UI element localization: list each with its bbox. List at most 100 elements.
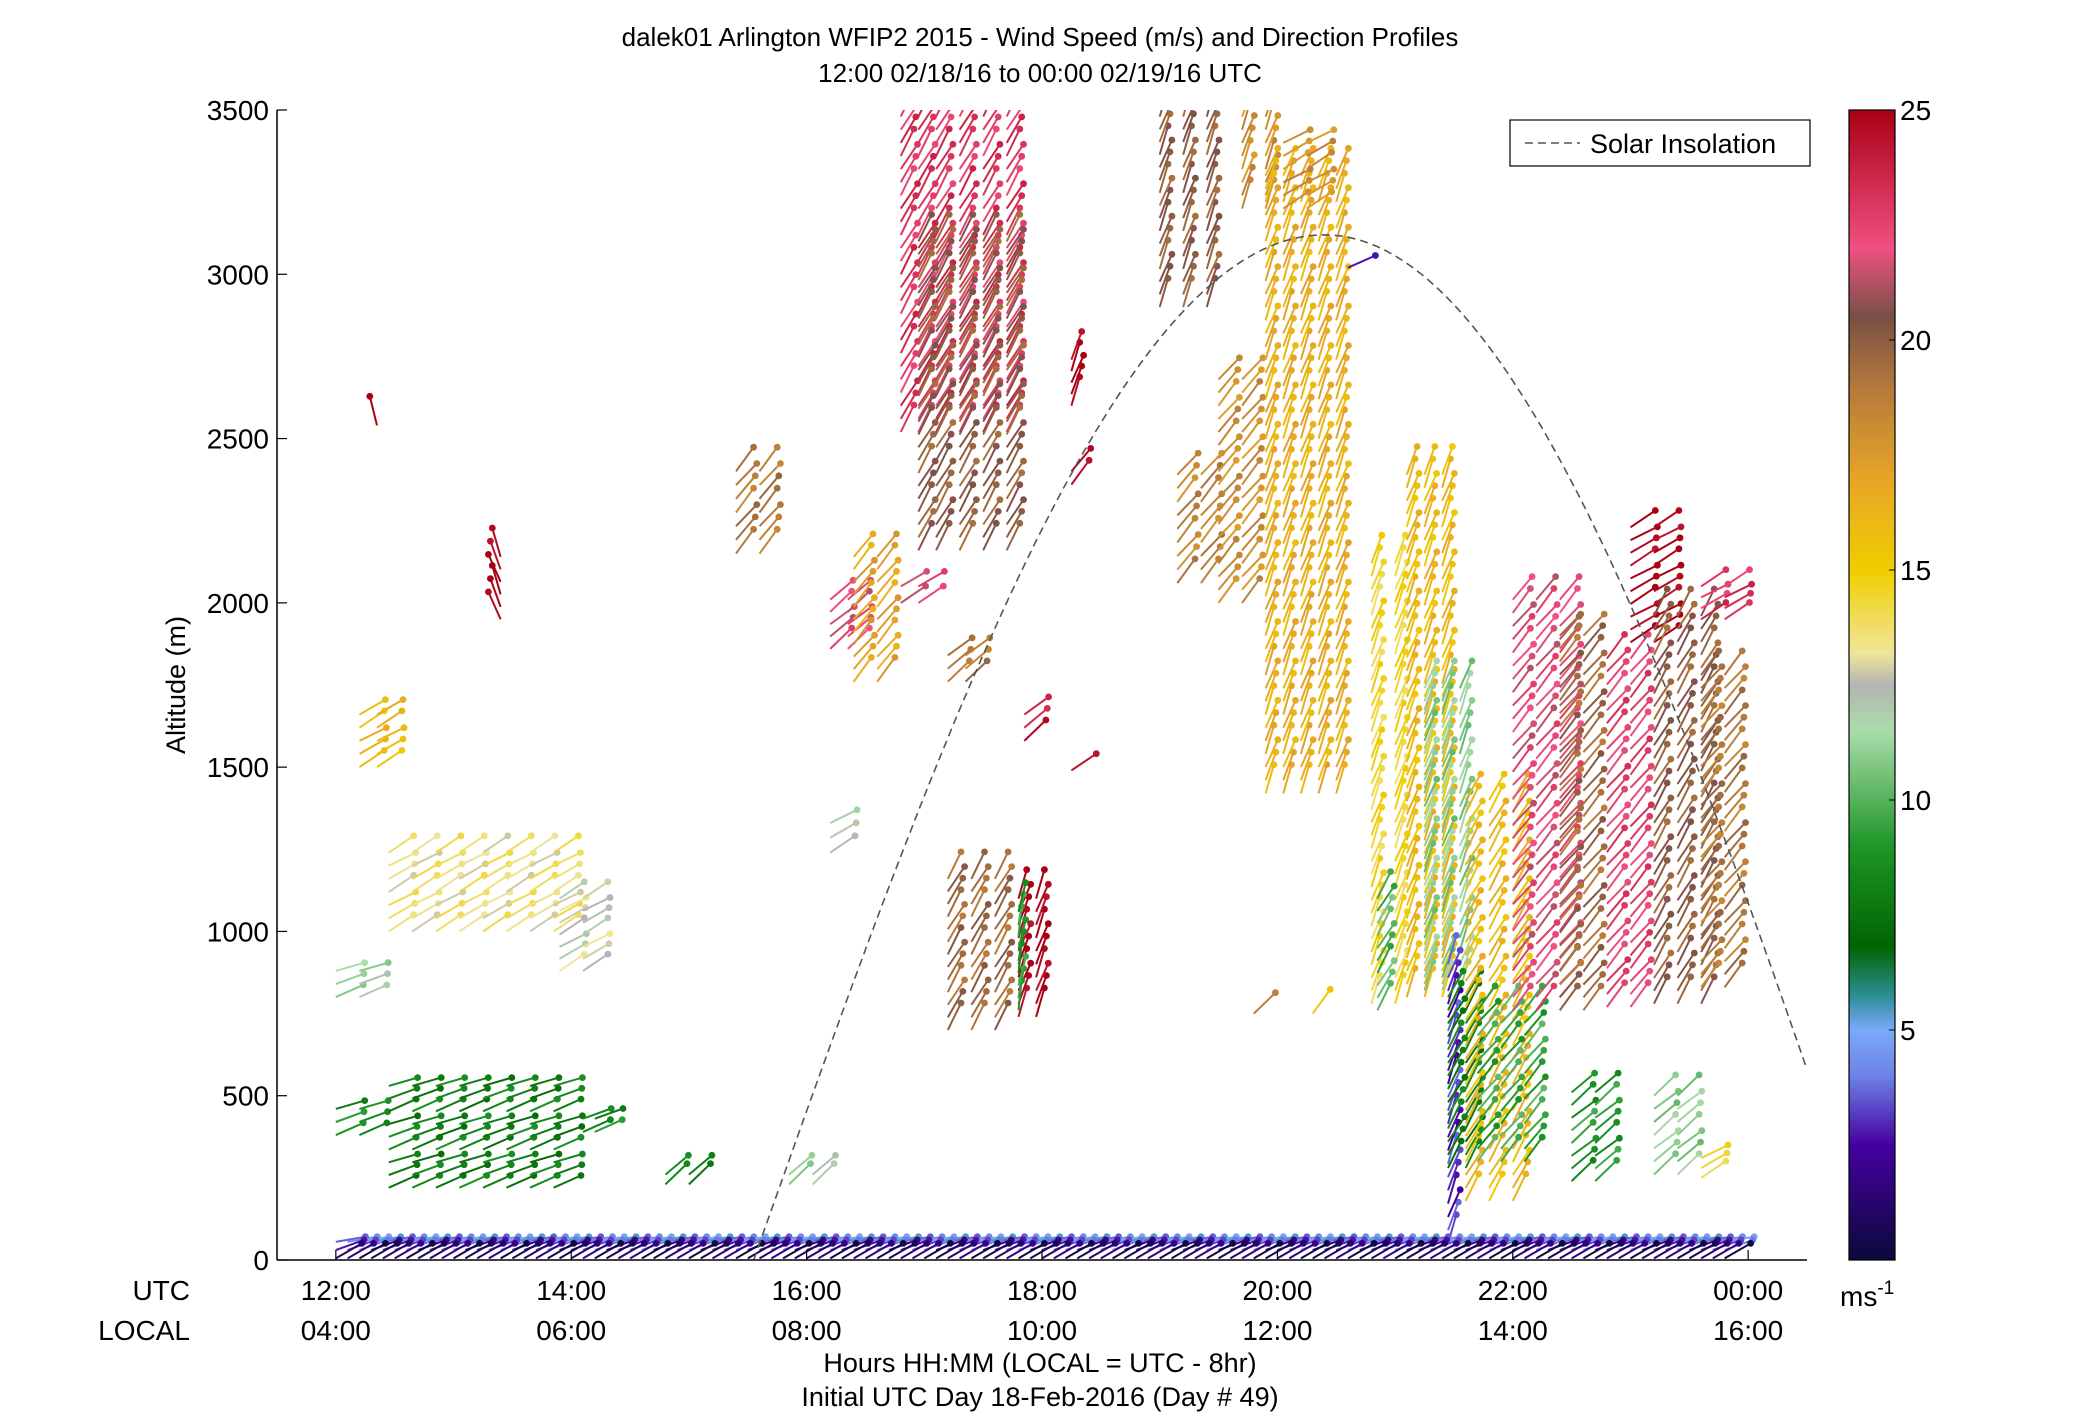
wind-barb-shaft [506, 1136, 535, 1151]
wind-barb [982, 380, 1004, 410]
wind-barb-head [1599, 661, 1607, 668]
wind-barb-head [1016, 404, 1024, 411]
wind-barb-head [1087, 445, 1095, 452]
wind-barb-head [1327, 618, 1335, 625]
wind-barb-head [983, 988, 990, 995]
wind-barb [982, 519, 1000, 551]
wind-barb-head [1236, 393, 1243, 401]
wind-barb-shaft [1005, 395, 1023, 423]
wind-barb-head [1043, 932, 1050, 940]
wind-barb-head [928, 288, 935, 296]
wind-barb-shaft [982, 344, 1001, 371]
wind-barb-shaft [876, 581, 896, 608]
wind-barb [1217, 512, 1243, 538]
wind-barb-head [1622, 851, 1630, 859]
wind-barb-head [1292, 499, 1299, 507]
wind-barb [1582, 672, 1605, 701]
wind-barb [982, 341, 1004, 371]
wind-barb-shaft [899, 234, 917, 262]
wind-barb-head [1292, 381, 1299, 389]
wind-barb-head [1309, 381, 1317, 389]
wind-barb-shaft [946, 990, 964, 1018]
wind-barb-head [1574, 585, 1581, 592]
wind-barb-shaft [1217, 436, 1241, 459]
wind-barb-head [1599, 622, 1607, 629]
wind-barb-head [992, 211, 1000, 218]
wind-barb-head [1493, 1122, 1501, 1130]
wind-barb-head [1016, 519, 1024, 527]
wind-barb-head [1591, 1145, 1598, 1153]
wind-barb-shaft [505, 874, 532, 893]
wind-barb [958, 140, 980, 170]
wind-barb-shaft [582, 917, 609, 936]
wind-barb-head [1550, 823, 1558, 831]
wind-barb-head [969, 249, 977, 257]
wind-barb [485, 551, 502, 583]
wind-barb-head [1646, 774, 1654, 781]
wind-barb-head [1004, 961, 1012, 969]
wind-barb-head [1589, 1080, 1597, 1088]
wind-barb-shaft [412, 1076, 442, 1087]
wind-barb-shaft [1182, 189, 1195, 219]
wind-barb-shaft [489, 578, 502, 608]
wind-barb-head [949, 180, 957, 188]
wind-barb-head [1380, 713, 1388, 721]
wind-barb-shaft [1594, 1121, 1618, 1144]
wind-barb-head [1600, 610, 1608, 618]
wind-barb-shaft [1158, 239, 1169, 270]
wind-barb-shaft [917, 110, 923, 118]
wind-barb-shaft [388, 1098, 417, 1113]
wind-barb-head [912, 350, 920, 357]
wind-barb-head [1193, 543, 1200, 550]
wind-barb-shaft [1182, 110, 1187, 117]
wind-barb-head [1345, 223, 1352, 231]
wind-barb-head [848, 587, 856, 595]
wind-barb-head [1621, 940, 1628, 948]
wind-barb [388, 1123, 421, 1138]
wind-barb-head [1597, 905, 1605, 912]
wind-barb-shaft [1241, 578, 1261, 604]
wind-barb [1241, 378, 1264, 407]
wind-barb [412, 1150, 445, 1164]
wind-barb-head [893, 530, 900, 538]
wind-barb [935, 457, 957, 487]
wind-barb-head [1616, 1096, 1623, 1104]
wind-barb-shaft [376, 726, 405, 742]
wind-barb [1158, 136, 1176, 168]
wind-barb-head [971, 353, 978, 361]
wind-barb-head [1449, 443, 1456, 450]
wind-barb-shaft [982, 433, 1000, 461]
wind-barb-head [1647, 801, 1655, 809]
wind-barb [1629, 940, 1652, 969]
wind-barb-head [1575, 971, 1583, 978]
wind-barb-shaft [1176, 545, 1198, 571]
wind-barb [1182, 212, 1199, 245]
wind-barb [852, 616, 875, 645]
wind-barb-shaft [482, 1136, 511, 1151]
wind-barb-head [1274, 657, 1282, 665]
wind-barb-shaft [412, 1114, 442, 1126]
wind-barb-shaft [1241, 408, 1263, 433]
wind-barb-head [575, 832, 582, 840]
wind-barb-shaft [899, 404, 915, 433]
wind-barb-shaft [411, 902, 439, 920]
wind-barb-shaft [982, 267, 1001, 294]
wind-barb [458, 832, 488, 854]
wind-barb [876, 594, 902, 620]
wind-barb-shaft [458, 874, 485, 893]
wind-barb-head [1599, 738, 1607, 746]
wind-barb-head [930, 152, 937, 160]
wind-barb-shaft [958, 395, 976, 423]
wind-barb-head [1345, 696, 1352, 704]
wind-barb-shaft [1200, 477, 1220, 503]
wind-barb [435, 832, 465, 854]
wind-barb [1005, 113, 1026, 144]
wind-barb-head [1477, 964, 1485, 972]
wind-barb-head [853, 806, 861, 814]
wind-barb [958, 380, 980, 410]
wind-barb-head [1327, 381, 1335, 389]
wind-barb-head [578, 1084, 586, 1092]
wind-barb-shaft [958, 329, 974, 358]
wind-barb-head [973, 259, 980, 266]
wind-barb-shaft [1158, 139, 1173, 168]
